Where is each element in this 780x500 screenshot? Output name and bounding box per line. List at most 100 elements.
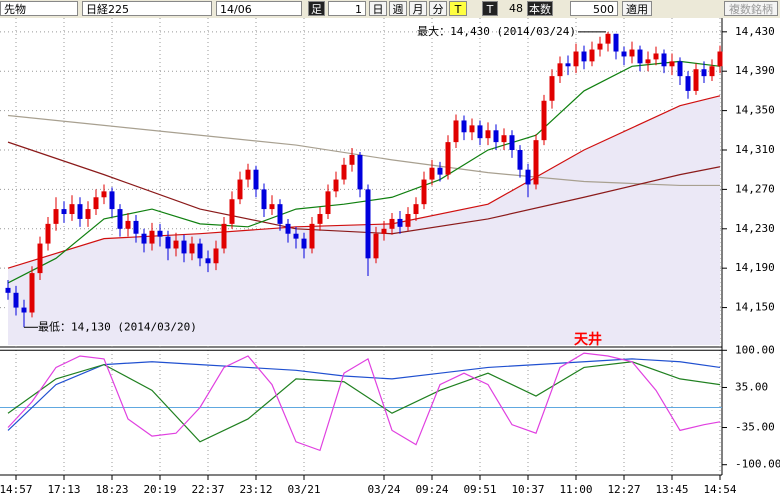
candle-body — [573, 51, 579, 67]
toolbar: 先物 日経225 14/06 足 1 日 週 月 分 T T 48 本数 500… — [0, 0, 780, 18]
y-tick-label: -100.00 — [735, 458, 780, 471]
candle-body — [213, 248, 219, 264]
candle-body — [589, 49, 595, 62]
x-tick-label: 17:13 — [47, 483, 80, 496]
oscillator-line — [7, 361, 721, 443]
candle-body — [237, 179, 243, 200]
x-tick-label: 09:51 — [463, 483, 496, 496]
y-tick-label: 100.00 — [735, 343, 775, 356]
candle-body — [21, 307, 27, 313]
candle-body — [5, 287, 11, 293]
candle-body — [549, 76, 555, 101]
candle-body — [565, 63, 571, 67]
y-tick-label: 14,230 — [735, 222, 775, 235]
product-select[interactable]: 先物 — [0, 1, 78, 16]
candle-body — [581, 51, 587, 62]
x-tick-label: 14:54 — [703, 483, 736, 496]
candle-body — [629, 49, 635, 57]
candle-body — [693, 69, 699, 91]
candle-body — [717, 51, 723, 67]
x-tick-label: 09:24 — [415, 483, 448, 496]
day-button[interactable]: 日 — [369, 1, 387, 16]
candle-body — [413, 204, 419, 215]
month-select[interactable]: 14/06 — [216, 1, 302, 16]
candle-body — [157, 230, 163, 237]
candle-body — [429, 167, 435, 180]
candle-body — [509, 135, 515, 150]
candle-body — [149, 230, 155, 244]
index-select[interactable]: 日経225 — [82, 1, 212, 16]
candle-body — [381, 228, 387, 234]
x-tick-label: 10:37 — [511, 483, 544, 496]
y-tick-label: 14,430 — [735, 25, 775, 38]
candle-body — [445, 142, 451, 175]
x-tick-label: 22:37 — [191, 483, 224, 496]
candle-body — [197, 243, 203, 259]
candle-body — [189, 243, 195, 254]
candle-body — [349, 154, 355, 165]
y-tick-label: 14,390 — [735, 64, 775, 77]
candle-body — [317, 214, 323, 224]
y-tick-label: 35.00 — [735, 380, 768, 393]
candle-body — [309, 223, 315, 249]
oscillator-line — [7, 358, 721, 431]
candle-body — [45, 223, 51, 244]
candle-body — [93, 197, 99, 210]
candle-body — [701, 69, 707, 77]
candle-body — [525, 169, 531, 185]
candle-body — [229, 199, 235, 224]
candle-body — [661, 53, 667, 67]
minute-button[interactable]: 分 — [429, 1, 447, 16]
candle-body — [485, 130, 491, 139]
annotation: 天井 — [574, 331, 602, 348]
candle-body — [373, 233, 379, 259]
candle-body — [709, 66, 715, 77]
candle-body — [261, 189, 267, 210]
candle-body — [269, 204, 275, 210]
candle-body — [685, 76, 691, 91]
candle-body — [53, 209, 59, 224]
candle-body — [173, 240, 179, 249]
candle-body — [405, 214, 411, 227]
candle-body — [101, 191, 107, 198]
candle-body — [205, 258, 211, 264]
interval-input[interactable]: 1 — [328, 1, 366, 16]
x-tick-label: 03/21 — [287, 483, 320, 496]
candle-body — [477, 125, 483, 139]
candle-body — [597, 43, 603, 50]
candle-body — [501, 135, 507, 143]
candle-body — [61, 209, 67, 215]
candle-body — [365, 189, 371, 259]
x-tick-label: 03/24 — [367, 483, 400, 496]
x-tick-label: 18:23 — [95, 483, 128, 496]
week-button[interactable]: 週 — [389, 1, 407, 16]
multi-button[interactable]: 複数銘柄 — [724, 1, 778, 16]
ma-area — [8, 95, 720, 345]
candle-body — [677, 61, 683, 77]
candle-body — [325, 191, 331, 215]
candle-body — [613, 33, 619, 52]
candle-body — [397, 218, 403, 227]
count-label: 本数 — [527, 1, 553, 16]
candle-body — [453, 120, 459, 143]
tick-button[interactable]: T — [449, 1, 467, 16]
moving-average — [7, 114, 720, 187]
candle-body — [117, 209, 123, 229]
bars-input[interactable]: 500 — [570, 1, 618, 16]
candle-body — [29, 273, 35, 313]
candle-body — [541, 100, 547, 141]
x-tick-label: 14:57 — [0, 483, 33, 496]
candle-body — [517, 150, 523, 170]
month-button[interactable]: 月 — [409, 1, 427, 16]
candle-body — [469, 125, 475, 133]
candle-body — [669, 61, 675, 67]
candle-body — [125, 220, 131, 229]
candle-body — [389, 218, 395, 229]
candle-body — [621, 51, 627, 57]
candle-body — [493, 130, 499, 143]
candle-body — [85, 209, 91, 219]
apply-button[interactable]: 適用 — [622, 1, 652, 16]
candle-body — [293, 233, 299, 239]
candle-body — [181, 240, 187, 254]
